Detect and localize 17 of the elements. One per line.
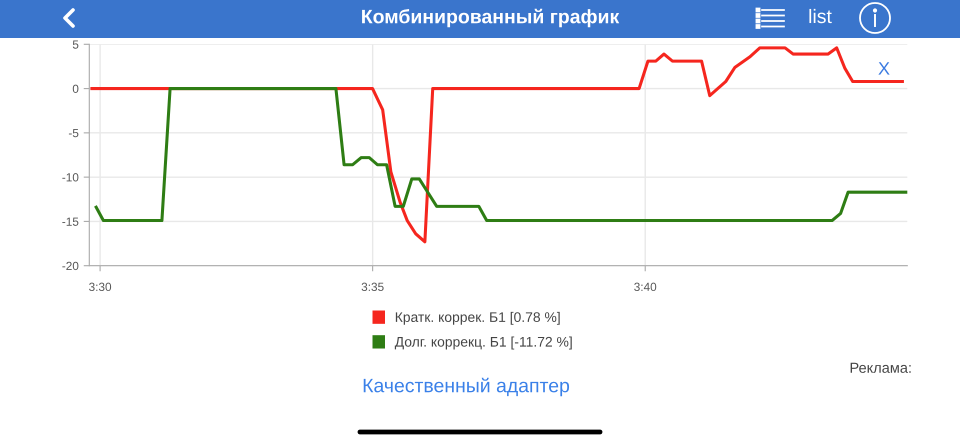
y-tick-label: 0 bbox=[72, 84, 78, 93]
annotation: X bbox=[878, 62, 890, 75]
y-tick-label: -20 bbox=[62, 262, 78, 270]
line-series bbox=[94, 87, 908, 222]
legend-label: Долг. коррекц. Б1 [-11.72 %] bbox=[394, 336, 572, 350]
y-tick-label: 5 bbox=[72, 40, 78, 49]
y-tick-label: -10 bbox=[62, 173, 78, 182]
chart-title: Комбинированный график bbox=[362, 8, 620, 28]
x-tick-label: 3:30 bbox=[89, 282, 112, 292]
y-tick-label: -15 bbox=[62, 218, 78, 226]
y-tick-label: -5 bbox=[68, 129, 78, 138]
text: Реклама: bbox=[850, 362, 911, 373]
x-tick-label: 3:35 bbox=[362, 282, 384, 292]
x-tick-label: 3:40 bbox=[634, 282, 656, 292]
legend-label: Кратк. коррек. Б1 [0.78 %] bbox=[396, 312, 560, 325]
text: Качественный адаптер bbox=[364, 378, 570, 396]
text: list bbox=[809, 8, 832, 24]
